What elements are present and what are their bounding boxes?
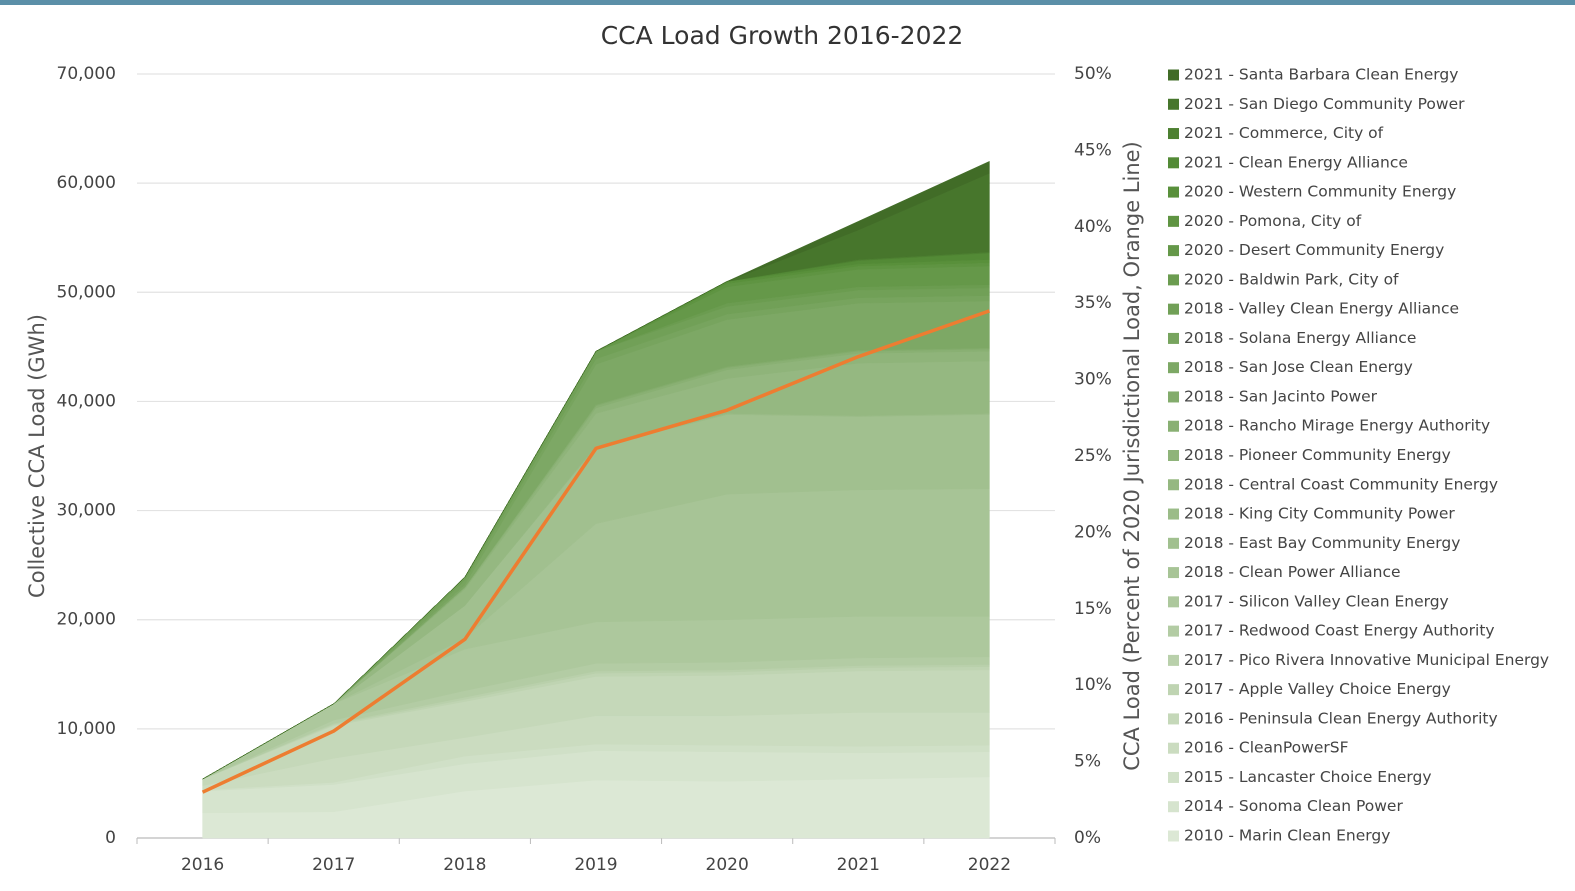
legend-swatch — [1168, 625, 1179, 637]
y2-tick-label: 5% — [1074, 752, 1101, 772]
y-tick-label: 30,000 — [57, 501, 116, 521]
legend-swatch — [1168, 537, 1179, 549]
legend-label: 2018 - Solana Energy Alliance — [1184, 329, 1416, 347]
y-tick-label: 60,000 — [57, 173, 116, 193]
line-series — [201, 309, 991, 794]
legend-label: 2021 - Santa Barbara Clean Energy — [1184, 66, 1458, 84]
y-tick-label: 50,000 — [57, 282, 116, 302]
y-tick-label: 70,000 — [57, 64, 116, 84]
legend-swatch — [1168, 742, 1179, 754]
legend-swatch — [1168, 98, 1179, 110]
y-tick-label: 20,000 — [57, 610, 116, 630]
y-tick-label: 40,000 — [57, 391, 116, 411]
legend-swatch — [1168, 157, 1179, 169]
y-tick-label: 10,000 — [57, 719, 116, 739]
legend-label: 2021 - Commerce, City of — [1184, 124, 1384, 142]
legend-label: 2018 - San Jacinto Power — [1184, 387, 1378, 405]
legend-label: 2014 - Sonoma Clean Power — [1184, 797, 1403, 815]
y2-tick-label: 15% — [1074, 599, 1112, 619]
legend-swatch — [1168, 479, 1179, 491]
legend-label: 2018 - Valley Clean Energy Alliance — [1184, 300, 1459, 318]
top-border — [0, 0, 1575, 5]
legend-swatch — [1168, 420, 1179, 432]
legend-swatch — [1168, 215, 1179, 227]
legend-label: 2018 - East Bay Community Energy — [1184, 534, 1460, 552]
lines — [201, 309, 991, 794]
y2-tick-label: 25% — [1074, 446, 1112, 466]
legend-swatch — [1168, 69, 1179, 81]
legend-swatch — [1168, 771, 1179, 783]
y2-tick-label: 40% — [1074, 217, 1112, 237]
legend-swatch — [1168, 654, 1179, 666]
legend-label: 2020 - Desert Community Energy — [1184, 241, 1444, 259]
legend-label: 2017 - Apple Valley Choice Energy — [1184, 680, 1451, 698]
y2-tick-label: 35% — [1074, 293, 1112, 313]
legend-label: 2018 - Clean Power Alliance — [1184, 563, 1401, 581]
x-tick-label: 2020 — [706, 855, 749, 875]
legend-label: 2018 - Rancho Mirage Energy Authority — [1184, 417, 1490, 435]
y2-tick-label: 0% — [1074, 828, 1101, 848]
legend-label: 2021 - Clean Energy Alliance — [1184, 153, 1408, 171]
legend-label: 2020 - Western Community Energy — [1184, 183, 1456, 201]
legend-swatch — [1168, 274, 1179, 286]
legend-label: 2015 - Lancaster Choice Energy — [1184, 768, 1432, 786]
x-tick-label: 2016 — [181, 855, 224, 875]
legend-swatch — [1168, 684, 1179, 696]
legend-label: 2018 - King City Community Power — [1184, 505, 1455, 523]
legend-label: 2020 - Baldwin Park, City of — [1184, 270, 1399, 288]
legend-swatch — [1168, 450, 1179, 461]
y2-tick-label: 45% — [1074, 140, 1112, 160]
legend-label: 2017 - Silicon Valley Clean Energy — [1184, 592, 1449, 610]
legend-label: 2016 - Peninsula Clean Energy Authority — [1184, 709, 1498, 727]
x-tick-label: 2019 — [574, 855, 617, 875]
legend-label: 2017 - Redwood Coast Energy Authority — [1184, 622, 1495, 640]
y2-tick-label: 30% — [1074, 370, 1112, 390]
legend-swatch — [1168, 362, 1179, 374]
legend-swatch — [1168, 245, 1179, 257]
x-tick-label: 2022 — [968, 855, 1011, 875]
legend-label: 2010 - Marin Clean Energy — [1184, 827, 1390, 845]
labels: 0 10,000 20,000 30,000 40,000 50,000 60,000 70,… — [57, 64, 1550, 875]
legend-swatch — [1168, 801, 1179, 813]
x-tick-label: 2018 — [443, 855, 486, 875]
y-axis-title: Collective CCA Load (GWh) — [25, 314, 49, 598]
areas — [202, 160, 990, 839]
y2-tick-label: 50% — [1074, 64, 1112, 84]
legend-swatch — [1168, 391, 1179, 403]
y2-tick-label: 20% — [1074, 522, 1112, 542]
legend-label: 2017 - Pico Rivera Innovative Municipal … — [1184, 651, 1549, 669]
chart-title: CCA Load Growth 2016-2022 — [601, 21, 964, 50]
legend-label: 2020 - Pomona, City of — [1184, 212, 1362, 230]
legend-label: 2018 - Central Coast Community Energy — [1184, 475, 1498, 493]
legend-swatch — [1168, 713, 1179, 725]
x-tick-label: 2017 — [312, 855, 355, 875]
legend-swatch — [1168, 567, 1179, 579]
legend-swatch — [1168, 508, 1179, 520]
y2-tick-label: 10% — [1074, 675, 1112, 695]
legend-swatch — [1168, 128, 1179, 140]
legend-swatch — [1168, 830, 1179, 842]
area-series — [202, 160, 990, 780]
legend-label: 2021 - San Diego Community Power — [1184, 95, 1465, 113]
legend-swatch — [1168, 332, 1179, 344]
legend-swatch — [1168, 596, 1179, 608]
legend-label: 2018 - San Jose Clean Energy — [1184, 358, 1413, 376]
legend-label: 2018 - Pioneer Community Energy — [1184, 446, 1451, 464]
legend-swatch — [1168, 186, 1179, 198]
legend-swatch — [1168, 303, 1179, 315]
legend-label: 2016 - CleanPowerSF — [1184, 739, 1349, 757]
y2-axis-title: CCA Load (Percent of 2020 Jurisdictional… — [1120, 141, 1144, 771]
x-tick-label: 2021 — [837, 855, 880, 875]
y-tick-label: 0 — [105, 828, 116, 848]
